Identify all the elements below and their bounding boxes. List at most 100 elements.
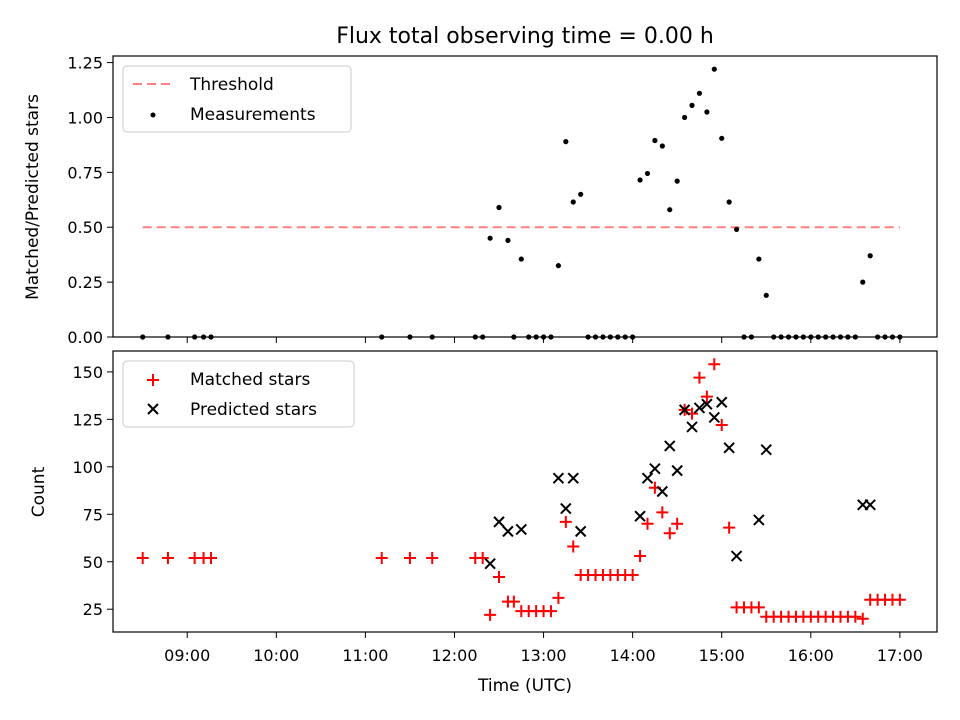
matched-star-point <box>723 521 736 534</box>
measurement-point <box>719 135 725 141</box>
count-plot-frame <box>112 350 938 633</box>
matched-star-point <box>626 569 639 582</box>
count-ytick-label: 100 <box>72 458 103 477</box>
ratio-ytick-label: 0.75 <box>67 163 103 182</box>
predicted-star-point <box>760 444 772 456</box>
count-xtick-label: 10:00 <box>253 646 299 665</box>
legend-threshold-label: Threshold <box>189 75 274 95</box>
count-xtick-label: 12:00 <box>431 646 477 665</box>
measurement-point <box>518 256 524 262</box>
predicted-star-point <box>708 411 721 424</box>
measurement-point <box>667 207 673 213</box>
matched-star-point <box>375 551 388 564</box>
matched-star-point <box>693 371 706 384</box>
predicted-legend-marker <box>147 403 159 415</box>
predicted-star-point <box>864 499 876 511</box>
predicted-star-point <box>678 404 691 416</box>
predicted-star-point <box>686 421 698 433</box>
count-plot-area <box>136 358 906 625</box>
count-ytick-label: 50 <box>83 553 103 572</box>
predicted-star-point <box>641 472 654 484</box>
count-y-ticks: 25 50 75 100 125 150 <box>72 363 113 619</box>
matched-star-point <box>161 551 174 564</box>
measurement-point <box>867 253 873 259</box>
matched-star-point <box>403 551 416 564</box>
count-ytick-label: 150 <box>72 363 103 382</box>
count-xtick-label: 15:00 <box>699 646 745 665</box>
matched-star-point <box>700 390 713 403</box>
count-xtick-label: 17:00 <box>877 646 923 665</box>
count-xtick-label: 13:00 <box>521 646 567 665</box>
count-xtick-label: 11:00 <box>342 646 388 665</box>
matched-star-point <box>136 551 149 564</box>
measurement-point <box>726 199 732 205</box>
ratio-y-ticks: 0.00 0.25 0.50 0.75 1.00 1.25 <box>67 54 113 347</box>
count-x-ticks: 09:00 10:00 11:00 12:00 13:00 14:00 15:00 16:00… <box>164 632 923 665</box>
predicted-star-point <box>574 525 587 538</box>
count-xtick-label: 16:00 <box>788 646 834 665</box>
ratio-plot-frame <box>112 55 938 338</box>
predicted-star-point <box>493 516 505 528</box>
measurement-point <box>659 143 665 149</box>
ratio-legend: Threshold Measurements <box>122 65 352 133</box>
matched-legend-marker <box>147 374 159 386</box>
measurement-point <box>763 292 769 298</box>
matched-star-point <box>559 515 572 528</box>
matched-star-point <box>476 551 489 564</box>
measurement-point <box>652 137 658 144</box>
predicted-star-point <box>716 396 728 408</box>
matched-star-point <box>663 527 676 540</box>
measurement-point <box>578 191 584 197</box>
measurement-point <box>756 256 762 262</box>
predicted-star-point <box>664 440 676 452</box>
measurement-point <box>555 263 562 269</box>
measurement-point <box>696 90 703 96</box>
matched-star-point <box>493 570 506 583</box>
ratio-ytick-label: 0.50 <box>67 218 103 237</box>
ratio-x-ticks <box>186 337 901 343</box>
predicted-star-point <box>671 464 683 477</box>
ratio-ytick-label: 1.00 <box>67 108 103 127</box>
measurement-point <box>496 204 502 211</box>
predicted-star-point <box>484 557 496 570</box>
ratio-ytick-label: 0.00 <box>67 328 103 347</box>
predicted-star-point <box>515 523 527 536</box>
measurement-point <box>689 102 695 108</box>
count-y-axis-label: Count <box>29 466 49 517</box>
measurement-point <box>674 178 680 184</box>
predicted-star-point <box>693 402 706 414</box>
predicted-star-point <box>552 472 565 484</box>
ratio-ytick-label: 0.25 <box>67 273 103 292</box>
measurement-point <box>711 66 717 72</box>
matched-star-point <box>752 601 765 614</box>
count-legend-box <box>122 360 355 428</box>
predicted-star-point <box>502 525 514 538</box>
matched-star-point <box>715 419 728 432</box>
predicted-star-point <box>649 463 661 475</box>
predicted-star-point <box>634 510 646 522</box>
predicted-star-point <box>567 472 579 484</box>
matched-star-point <box>641 517 654 530</box>
predicted-star-point <box>730 550 743 562</box>
predicted-star-point <box>560 502 572 515</box>
count-xtick-label: 14:00 <box>610 646 656 665</box>
measurement-point <box>644 170 651 177</box>
measurement-point <box>860 279 866 285</box>
ratio-legend-box <box>122 65 352 133</box>
ratio-ytick-label: 1.25 <box>67 54 103 73</box>
legend-measurements-label: Measurements <box>190 105 316 125</box>
count-ytick-label: 25 <box>83 600 103 619</box>
predicted-star-point <box>753 514 765 526</box>
measurement-point <box>733 226 740 233</box>
legend-matched-label: Matched stars <box>190 370 310 390</box>
measurement-point <box>637 177 643 183</box>
matched-star-point <box>484 608 497 621</box>
measurement-point <box>563 139 569 145</box>
matched-star-point <box>204 551 217 564</box>
matched-star-point <box>426 551 439 564</box>
matched-star-point <box>708 358 721 371</box>
count-xtick-label: 09:00 <box>164 646 210 665</box>
measurements-legend-marker <box>150 112 156 118</box>
measurement-point <box>570 199 576 205</box>
ratio-y-axis-label: Matched/Predicted stars <box>23 94 43 300</box>
